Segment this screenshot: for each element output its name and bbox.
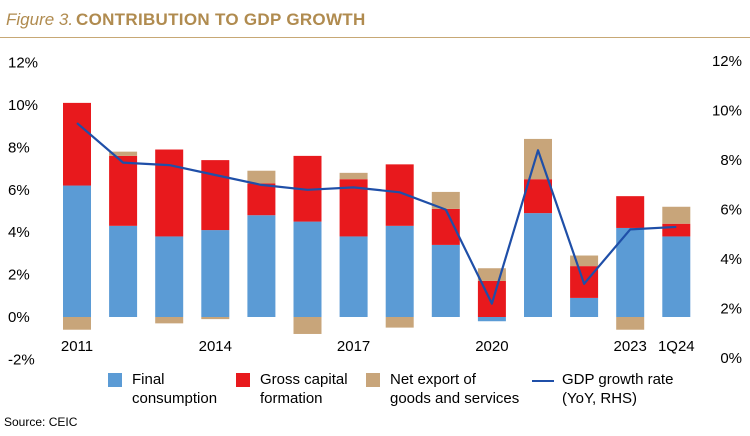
x-tick-label: 2020 bbox=[475, 338, 508, 355]
bar-final-consumption bbox=[477, 317, 506, 322]
legend-item-gross-capital: Gross capital formation bbox=[236, 370, 348, 408]
y-left-tick-label: 10% bbox=[8, 97, 38, 114]
bar-net-export bbox=[616, 317, 645, 330]
bar-final-consumption bbox=[201, 230, 230, 317]
y-right-tick-label: 12% bbox=[712, 53, 742, 70]
y-right-tick-label: 8% bbox=[720, 152, 742, 169]
bar-final-consumption bbox=[570, 297, 599, 317]
bar-net-export bbox=[63, 317, 91, 330]
y-right-tick-label: 0% bbox=[720, 350, 742, 367]
legend-item-gdp-growth: GDP growth rate (YoY, RHS) bbox=[532, 370, 673, 408]
bar-final-consumption bbox=[109, 225, 138, 317]
y-left-tick-label: 8% bbox=[8, 139, 30, 156]
bar-final-consumption bbox=[431, 244, 460, 317]
x-tick-label: 2011 bbox=[61, 338, 93, 355]
bar-gross-capital-formation bbox=[431, 208, 460, 245]
figure-title: CONTRIBUTION TO GDP GROWTH bbox=[76, 10, 366, 29]
bar-final-consumption bbox=[339, 236, 368, 317]
x-tick-label: 2023 bbox=[614, 338, 647, 355]
x-tick-label: 2017 bbox=[337, 338, 370, 355]
bar-final-consumption bbox=[155, 236, 184, 317]
y-left-tick-label: -2% bbox=[8, 351, 35, 368]
bar-final-consumption bbox=[662, 236, 691, 317]
x-tick-label: 1Q24 bbox=[658, 338, 695, 355]
bar-gross-capital-formation bbox=[662, 223, 691, 237]
y-right-tick-label: 6% bbox=[720, 202, 742, 219]
legend-swatch-net-export bbox=[366, 373, 380, 387]
y-right-tick-label: 4% bbox=[720, 251, 742, 268]
bar-net-export bbox=[155, 317, 184, 324]
figure-label: Figure 3. bbox=[6, 10, 74, 29]
bar-final-consumption bbox=[524, 213, 552, 317]
x-tick-label: 2014 bbox=[199, 338, 232, 355]
legend-swatch-final-consumption bbox=[108, 373, 122, 387]
bar-net-export bbox=[524, 138, 552, 180]
bar-gross-capital-formation bbox=[477, 280, 506, 317]
bar-net-export bbox=[293, 317, 322, 334]
bar-final-consumption bbox=[616, 227, 645, 317]
bar-gross-capital-formation bbox=[201, 160, 230, 231]
y-left-tick-label: 4% bbox=[8, 224, 30, 241]
bar-net-export bbox=[109, 151, 138, 156]
bar-net-export bbox=[201, 317, 230, 320]
bar-gross-capital-formation bbox=[616, 196, 645, 228]
legend-line-gdp-growth bbox=[532, 380, 554, 382]
bar-final-consumption bbox=[385, 225, 414, 317]
bar-final-consumption bbox=[63, 185, 91, 317]
title-divider bbox=[0, 37, 750, 38]
y-left-tick-label: 2% bbox=[8, 267, 30, 284]
bar-final-consumption bbox=[247, 215, 276, 317]
legend-label-gross-capital: Gross capital formation bbox=[260, 371, 348, 407]
bar-net-export bbox=[570, 255, 599, 267]
source-note: Source: CEIC bbox=[4, 415, 78, 429]
bar-gross-capital-formation bbox=[109, 155, 138, 226]
y-right-tick-label: 10% bbox=[712, 103, 742, 120]
legend-label-net-export: Net export of goods and services bbox=[390, 371, 520, 407]
legend-label-final-consumption: Final consumption bbox=[132, 371, 218, 407]
bar-gross-capital-formation bbox=[63, 102, 91, 186]
y-left-tick-label: 6% bbox=[8, 182, 30, 199]
bar-net-export bbox=[431, 191, 460, 209]
y-left-tick-label: 12% bbox=[8, 55, 38, 72]
bar-gross-capital-formation bbox=[247, 183, 276, 216]
bar-net-export bbox=[339, 172, 368, 180]
bar-net-export bbox=[247, 170, 276, 184]
bar-net-export bbox=[385, 317, 414, 328]
y-left-tick-label: 0% bbox=[8, 309, 30, 326]
bar-final-consumption bbox=[293, 221, 322, 317]
legend-item-net-export: Net export of goods and services bbox=[366, 370, 519, 408]
bar-gross-capital-formation bbox=[155, 149, 184, 237]
y-right-tick-label: 2% bbox=[720, 301, 742, 318]
bar-net-export bbox=[662, 206, 691, 224]
legend-swatch-gross-capital bbox=[236, 373, 250, 387]
figure-title-bar: Figure 3. CONTRIBUTION TO GDP GROWTH bbox=[0, 0, 750, 38]
gdp-growth-line bbox=[76, 122, 677, 305]
legend-item-final-consumption: Final consumption bbox=[108, 370, 217, 408]
legend-label-gdp-growth: GDP growth rate (YoY, RHS) bbox=[562, 371, 674, 407]
